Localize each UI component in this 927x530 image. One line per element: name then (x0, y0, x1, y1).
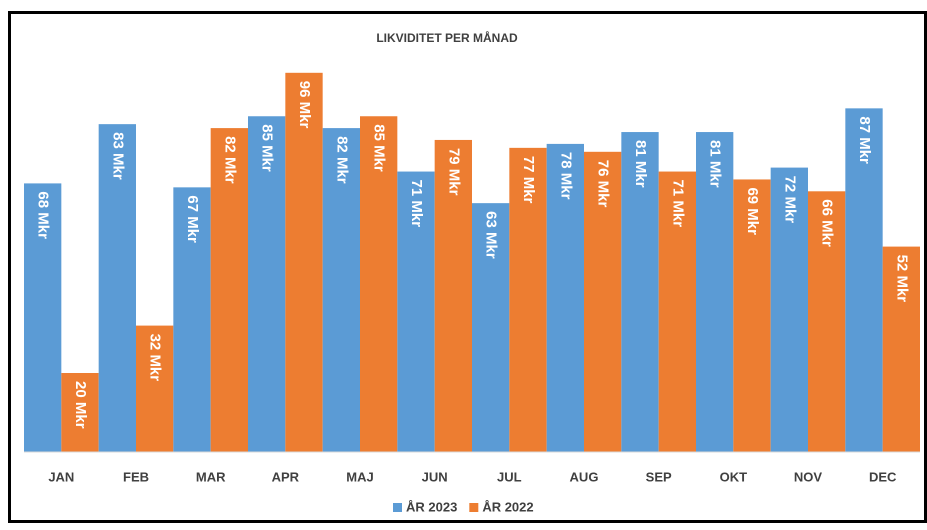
bar (61, 373, 99, 452)
bar (621, 132, 659, 453)
x-tick-label: JUN (422, 469, 448, 484)
data-label: 32 Mkr (147, 334, 164, 382)
x-tick-label: APR (272, 469, 300, 484)
bar (397, 171, 435, 453)
bar (322, 128, 360, 452)
data-label: 78 Mkr (557, 152, 574, 200)
bar (733, 179, 771, 452)
chart-title: LIKVIDITET PER MÅNAD (376, 30, 518, 45)
data-label: 71 Mkr (669, 180, 686, 228)
x-tick-label: AUG (570, 469, 599, 484)
x-tick-label: NOV (794, 469, 823, 484)
data-label: 81 Mkr (707, 140, 724, 188)
bar (808, 191, 846, 453)
x-tick-label: SEP (646, 469, 672, 484)
bar (472, 203, 510, 452)
data-label: 96 Mkr (296, 81, 313, 129)
data-label: 68 Mkr (35, 191, 52, 239)
bar (24, 183, 62, 452)
data-label: 71 Mkr (408, 180, 425, 228)
x-tick-label: JUL (497, 469, 522, 484)
bar (882, 246, 920, 452)
bar (360, 116, 398, 452)
data-label: 81 Mkr (632, 140, 649, 188)
legend-label: ÅR 2023 (406, 499, 457, 514)
bar (696, 132, 734, 453)
bar (845, 108, 883, 452)
bar (434, 139, 472, 452)
data-label: 83 Mkr (109, 132, 126, 180)
x-tick-label: FEB (123, 469, 149, 484)
x-tick-label: MAJ (346, 469, 373, 484)
data-label: 76 Mkr (595, 160, 612, 208)
data-label: 82 Mkr (221, 136, 238, 184)
bar (770, 167, 808, 452)
data-label: 63 Mkr (483, 211, 500, 259)
bar (136, 325, 174, 452)
data-label: 85 Mkr (371, 124, 388, 172)
bar (509, 147, 547, 452)
bar (173, 187, 211, 452)
data-label: 66 Mkr (819, 199, 836, 247)
x-tick-label: OKT (720, 469, 748, 484)
bar (98, 124, 136, 453)
data-label: 72 Mkr (781, 176, 798, 224)
x-tick-label: DEC (869, 469, 897, 484)
data-label: 85 Mkr (259, 124, 276, 172)
data-label: 79 Mkr (445, 148, 462, 196)
legend-swatch (393, 503, 402, 512)
bar (584, 151, 622, 453)
data-label: 52 Mkr (893, 255, 910, 303)
data-label: 87 Mkr (856, 116, 873, 164)
data-label: 77 Mkr (520, 156, 537, 204)
data-label: 69 Mkr (744, 187, 761, 235)
bar (285, 72, 323, 453)
bar (210, 128, 248, 452)
bar (546, 143, 584, 452)
x-tick-label: MAR (196, 469, 226, 484)
bar (248, 116, 286, 452)
legend-label: ÅR 2022 (482, 499, 533, 514)
legend-swatch (469, 503, 479, 512)
data-label: 20 Mkr (72, 381, 89, 429)
data-label: 67 Mkr (184, 195, 201, 243)
x-tick-label: JAN (48, 469, 74, 484)
bar (658, 171, 696, 453)
data-label: 82 Mkr (333, 136, 350, 184)
